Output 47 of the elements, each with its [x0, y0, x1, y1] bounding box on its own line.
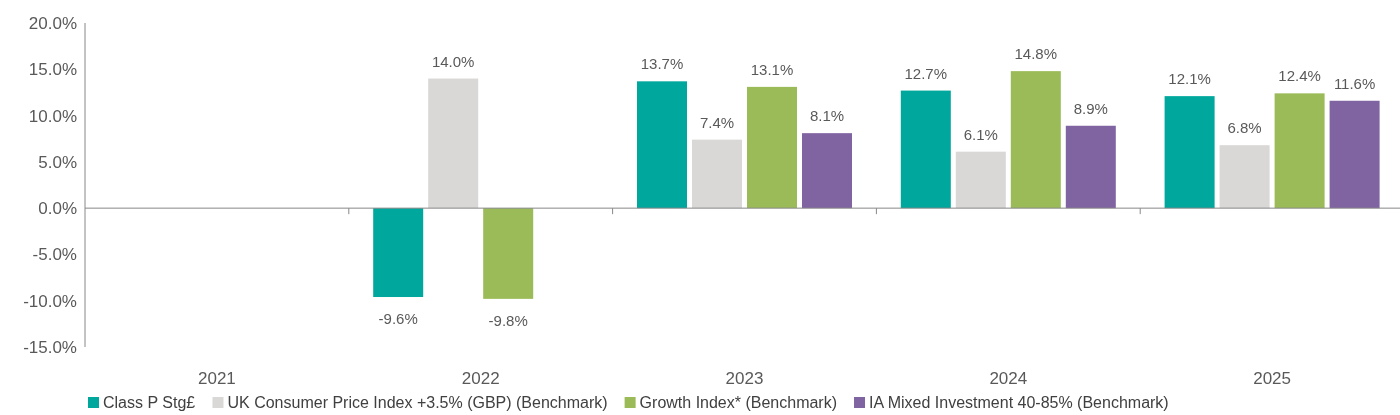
- data-label: 12.7%: [904, 64, 948, 82]
- y-tick-label: 0.0%: [38, 199, 77, 219]
- data-label: 14.0%: [431, 52, 475, 70]
- bar: [692, 139, 742, 209]
- legend-label: Growth Index* (Benchmark): [639, 394, 838, 411]
- bar: [1164, 96, 1215, 209]
- y-tick-label: -10.0%: [23, 291, 77, 311]
- data-label: 13.1%: [750, 60, 794, 78]
- data-label: 13.7%: [640, 55, 684, 73]
- bar: [802, 133, 852, 209]
- y-tick-label: 15.0%: [28, 60, 77, 80]
- y-tick-label: 20.0%: [28, 14, 77, 33]
- bar: [428, 78, 479, 209]
- data-label: -9.8%: [488, 311, 528, 329]
- bar: [373, 208, 424, 298]
- legend-label: IA Mixed Investment 40-85% (Benchmark): [869, 394, 1169, 411]
- bar: [900, 90, 951, 209]
- x-tick-label: 2023: [725, 369, 764, 388]
- x-tick-label: 2022: [461, 369, 500, 388]
- data-label: 11.6%: [1333, 74, 1376, 92]
- bar: [1329, 100, 1380, 209]
- x-tick-label: 2024: [989, 369, 1028, 388]
- data-label: 12.4%: [1278, 67, 1321, 85]
- data-label: 12.1%: [1168, 70, 1211, 88]
- bar: [1065, 125, 1116, 209]
- y-tick-label: -5.0%: [32, 245, 77, 265]
- y-tick-label: -15.0%: [23, 338, 77, 357]
- data-label: 6.1%: [963, 125, 998, 143]
- bar: [1274, 93, 1325, 209]
- y-tick-label: 5.0%: [38, 152, 77, 172]
- bar: [955, 151, 1006, 209]
- data-label: 6.8%: [1227, 119, 1262, 137]
- bar: [1219, 145, 1270, 209]
- data-label: 8.9%: [1073, 99, 1108, 117]
- x-tick-label: 2025: [1253, 369, 1292, 388]
- data-label: 8.1%: [809, 107, 845, 125]
- bar: [637, 81, 687, 209]
- legend-label: Class P Stg£: [103, 394, 196, 411]
- bar: [483, 208, 534, 299]
- legend-label: UK Consumer Price Index +3.5% (GBP) (Benchmark): [227, 394, 608, 411]
- data-label: 7.4%: [699, 113, 735, 131]
- data-label: 14.8%: [1014, 45, 1058, 63]
- bar: [747, 86, 797, 209]
- y-tick-label: 10.0%: [28, 106, 77, 126]
- data-label: -9.6%: [378, 310, 418, 328]
- x-tick-label: 2021: [197, 369, 236, 388]
- bar: [1010, 71, 1061, 209]
